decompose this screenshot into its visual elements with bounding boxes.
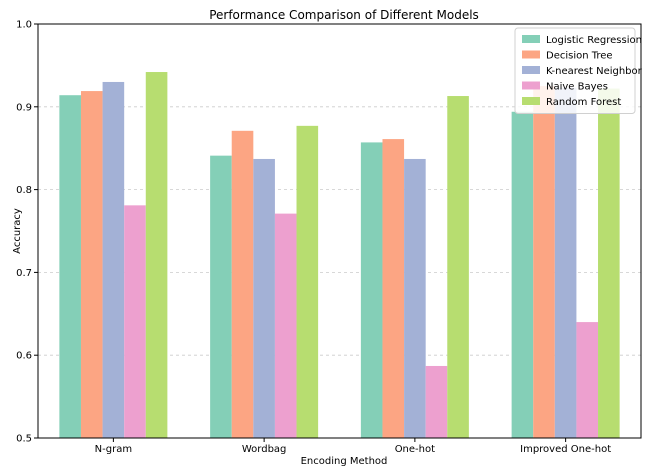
y-tick-label: 1.0 xyxy=(16,20,32,31)
bar-k-nearest-neighbor-1 xyxy=(253,158,275,439)
bar-naive-bayes-2 xyxy=(425,365,448,438)
x-tick-label: Wordbag xyxy=(242,444,287,455)
legend-swatch xyxy=(522,35,540,43)
x-tick-label: N-gram xyxy=(95,444,132,455)
plot-frame xyxy=(37,23,642,439)
bar-decision-tree-3 xyxy=(533,86,555,438)
y-tick-label: 0.8 xyxy=(16,185,32,196)
legend-swatch xyxy=(522,50,540,59)
legend-box xyxy=(514,27,636,114)
x-tick-label: Improved One-hot xyxy=(520,444,611,455)
legend-entry: Decision Tree xyxy=(546,51,613,62)
bars-layer xyxy=(59,72,620,439)
bar-decision-tree-1 xyxy=(231,130,254,438)
legend-swatch xyxy=(522,97,540,105)
legend-entry: Naive Bayes xyxy=(546,82,608,93)
bar-logistic-regression-3 xyxy=(511,111,534,438)
y-axis-ticks: 0.5 0.6 0.7 0.8 0.9 1.0 xyxy=(16,20,38,445)
chart-title: Performance Comparison of Different Mode… xyxy=(209,8,479,22)
legend-swatch xyxy=(522,81,540,90)
bar-logistic-regression-2 xyxy=(360,142,383,439)
y-tick-label: 0.6 xyxy=(16,351,32,362)
bar-random-forest-2 xyxy=(447,96,469,438)
legend: Logistic Regression Decision Tree K-neares… xyxy=(514,27,643,114)
legend-entry: K-nearest Neighbor xyxy=(546,66,643,77)
bar-k-nearest-neighbor-2 xyxy=(404,158,426,439)
bar-logistic-regression-1 xyxy=(210,155,232,439)
bar-random-forest-1 xyxy=(296,125,319,439)
legend-entry: Logistic Regression xyxy=(546,35,642,46)
bar-decision-tree-2 xyxy=(382,139,405,439)
bar-k-nearest-neighbor-0 xyxy=(102,81,125,439)
x-axis-label: Encoding Method xyxy=(301,456,388,467)
bar-naive-bayes-1 xyxy=(274,213,297,438)
y-axis-label: Accuracy xyxy=(12,208,23,254)
x-tick-label: One-hot xyxy=(395,444,435,455)
x-axis-ticks: N-gram Wordbag One-hot Improved One-hot xyxy=(95,438,611,455)
bar-k-nearest-neighbor-3 xyxy=(554,87,577,439)
bar-decision-tree-0 xyxy=(80,91,103,439)
bar-random-forest-3 xyxy=(598,88,620,439)
y-tick-label: 0.5 xyxy=(16,434,32,445)
legend-entry: Random Forest xyxy=(546,97,621,108)
legend-swatch xyxy=(522,66,540,74)
y-tick-label: 0.7 xyxy=(16,268,32,279)
y-tick-label: 0.9 xyxy=(16,102,32,113)
bar-random-forest-0 xyxy=(145,72,168,439)
bar-logistic-regression-0 xyxy=(59,95,81,438)
bar-naive-bayes-3 xyxy=(576,322,599,438)
bar-naive-bayes-0 xyxy=(124,205,146,438)
